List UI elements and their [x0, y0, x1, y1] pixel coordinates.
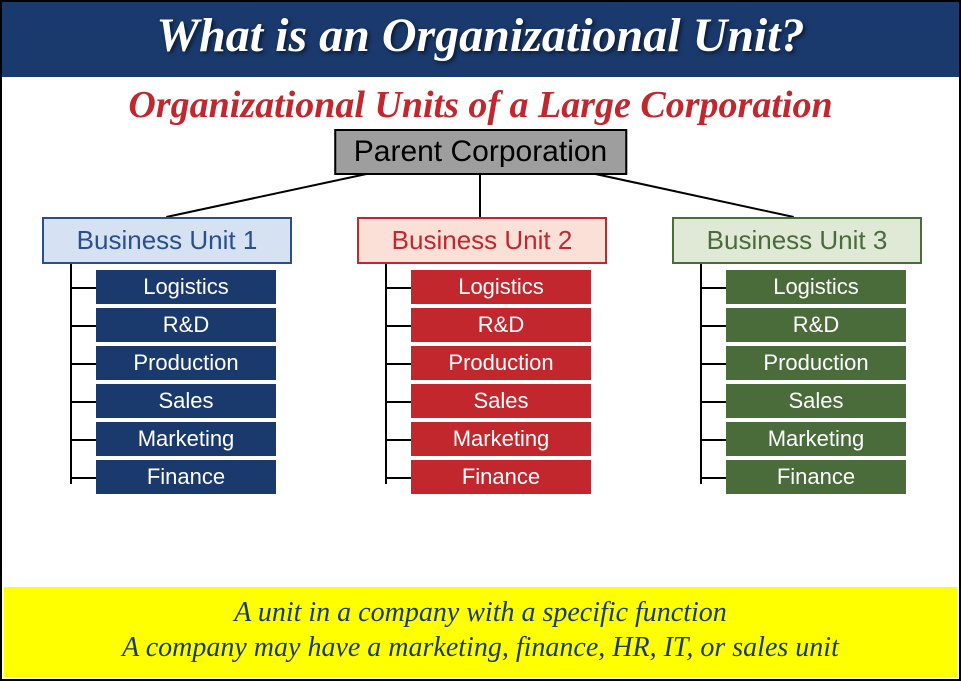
subtitle: Organizational Units of a Large Corporat…	[2, 77, 959, 129]
dept-label: Marketing	[768, 426, 865, 451]
dept-box: Marketing	[96, 422, 276, 456]
dept-box: Logistics	[726, 270, 906, 304]
dept-label: Marketing	[138, 426, 235, 451]
dept-box: Marketing	[411, 422, 591, 456]
unit-1-label: Business Unit 1	[77, 225, 258, 255]
dept-box: Marketing	[726, 422, 906, 456]
unit-2-tree-line	[385, 264, 387, 484]
unit-3-label: Business Unit 3	[707, 225, 888, 255]
dept-label: Logistics	[143, 274, 229, 299]
unit-1-tree-line	[70, 264, 72, 484]
dept-label: Production	[133, 350, 238, 375]
dept-box: Sales	[726, 384, 906, 418]
header-banner: What is an Organizational Unit?	[2, 2, 959, 77]
dept-label: R&D	[793, 312, 839, 337]
footer-caption: A unit in a company with a specific func…	[4, 587, 957, 677]
unit-3-header: Business Unit 3	[672, 217, 922, 264]
dept-label: Sales	[473, 388, 528, 413]
dept-box: Logistics	[96, 270, 276, 304]
unit-2-departments: Logistics R&D Production Sales Marketing…	[385, 270, 607, 494]
unit-1-departments: Logistics R&D Production Sales Marketing…	[70, 270, 292, 494]
dept-label: Finance	[777, 464, 855, 489]
parent-label: Parent Corporation	[354, 135, 607, 168]
dept-label: R&D	[163, 312, 209, 337]
dept-box: R&D	[411, 308, 591, 342]
unit-3-departments: Logistics R&D Production Sales Marketing…	[700, 270, 922, 494]
parent-node: Parent Corporation	[334, 129, 627, 175]
footer-line-2: A company may have a marketing, finance,…	[10, 630, 951, 665]
dept-label: Sales	[788, 388, 843, 413]
dept-box: Finance	[96, 460, 276, 494]
dept-label: Logistics	[458, 274, 544, 299]
dept-box: Production	[726, 346, 906, 380]
dept-box: Production	[411, 346, 591, 380]
dept-label: Finance	[147, 464, 225, 489]
header-title: What is an Organizational Unit?	[156, 9, 804, 62]
dept-label: Finance	[462, 464, 540, 489]
footer-line-1: A unit in a company with a specific func…	[10, 595, 951, 630]
dept-label: Production	[448, 350, 553, 375]
dept-label: R&D	[478, 312, 524, 337]
dept-box: Logistics	[411, 270, 591, 304]
unit-2-header: Business Unit 2	[357, 217, 607, 264]
dept-box: Finance	[411, 460, 591, 494]
subtitle-text: Organizational Units of a Large Corporat…	[128, 84, 832, 126]
dept-box: R&D	[726, 308, 906, 342]
unit-1-header: Business Unit 1	[42, 217, 292, 264]
dept-label: Marketing	[453, 426, 550, 451]
dept-box: Sales	[96, 384, 276, 418]
dept-box: Production	[96, 346, 276, 380]
unit-3-tree-line	[700, 264, 702, 484]
dept-box: Sales	[411, 384, 591, 418]
business-unit-3: Business Unit 3 Logistics R&D Production…	[672, 217, 922, 498]
dept-box: Finance	[726, 460, 906, 494]
dept-label: Production	[763, 350, 868, 375]
business-unit-1: Business Unit 1 Logistics R&D Production…	[42, 217, 292, 498]
dept-label: Logistics	[773, 274, 859, 299]
unit-2-label: Business Unit 2	[392, 225, 573, 255]
dept-label: Sales	[158, 388, 213, 413]
org-tree-diagram: Parent Corporation Business Unit 1 Logis…	[2, 129, 959, 549]
dept-box: R&D	[96, 308, 276, 342]
business-unit-2: Business Unit 2 Logistics R&D Production…	[357, 217, 607, 498]
